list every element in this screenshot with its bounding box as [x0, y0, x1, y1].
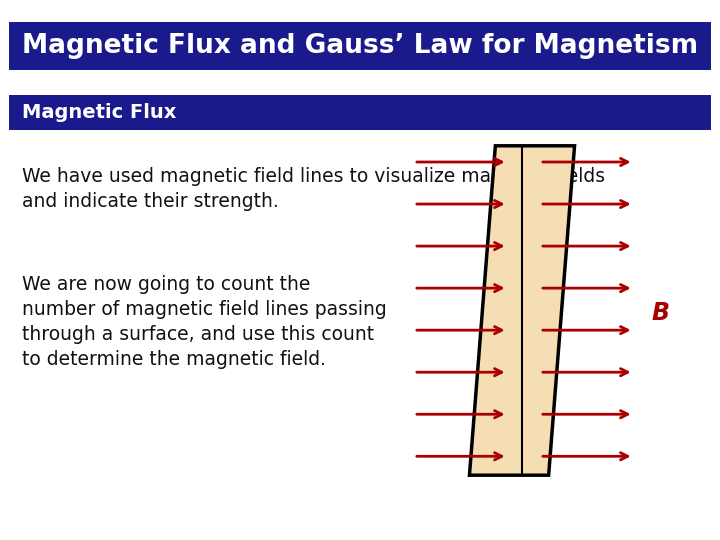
Text: Magnetic Flux: Magnetic Flux [22, 103, 176, 122]
Text: We have used magnetic field lines to visualize magnetic fields
and indicate thei: We have used magnetic field lines to vis… [22, 167, 605, 211]
Text: B: B [652, 301, 670, 325]
Bar [9, 22, 711, 70]
Text: We are now going to count the
number of magnetic field lines passing
through a s: We are now going to count the number of … [22, 275, 387, 369]
Bar [9, 94, 711, 130]
Polygon shape [469, 146, 575, 475]
Text: Magnetic Flux and Gauss’ Law for Magnetism: Magnetic Flux and Gauss’ Law for Magneti… [22, 33, 698, 59]
